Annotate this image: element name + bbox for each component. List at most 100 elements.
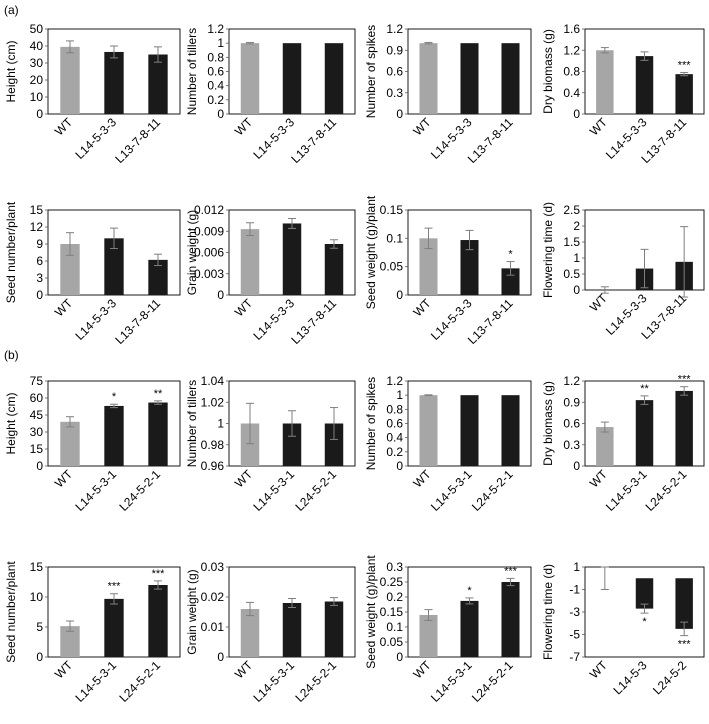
- y-tick-label: 0.4: [386, 431, 403, 445]
- x-tick-label: WT: [52, 296, 76, 320]
- y-tick-label: 1.2: [563, 43, 580, 57]
- x-tick-label: L24-5-2-1: [469, 658, 516, 705]
- x-tick-label: WT: [587, 658, 611, 682]
- y-tick-label: 0.006: [194, 246, 224, 260]
- significance-marker: ***: [108, 581, 122, 593]
- y-axis-label: Seed number/plant: [4, 561, 18, 663]
- x-tick-label: L14-5-3: [610, 658, 649, 697]
- y-tick-label: 0.6: [386, 417, 403, 431]
- x-tick-label: L13-7-8-11: [112, 115, 163, 166]
- x-tick-label: L13-7-8-11: [288, 115, 339, 166]
- y-axis-label: Height (cm): [4, 392, 18, 454]
- bar-L24-5-2: [675, 578, 693, 629]
- x-tick-label: L24-5-2: [650, 658, 689, 697]
- bar-WT: [419, 615, 438, 657]
- y-tick-label: 0.3: [386, 86, 403, 100]
- x-tick-label: WT: [232, 296, 256, 320]
- bar-WT: [596, 50, 614, 114]
- y-tick-label: 0.03: [201, 560, 225, 574]
- y-tick-label: 1.2: [207, 22, 224, 36]
- chart-b4: 0 0.3 0.6 0.9 1.2 Dry biomass (g) WT ** L14-5-3-…: [541, 374, 705, 514]
- y-tick-label: 40: [30, 39, 44, 53]
- y-tick-label: 15: [30, 203, 44, 217]
- bar-WT: [240, 423, 260, 466]
- x-tick-label: L24-5-2-1: [292, 467, 339, 514]
- bar-WT: [419, 43, 438, 114]
- x-tick-label: WT: [52, 658, 76, 682]
- x-tick-label: L13-7-8-11: [112, 296, 163, 347]
- y-tick-label: 0.6: [563, 417, 580, 431]
- y-tick-label: 0.8: [207, 50, 224, 64]
- y-tick-label: -5: [569, 628, 580, 642]
- significance-marker: *: [112, 391, 117, 403]
- bar-L14-5-3-1: [282, 603, 302, 657]
- y-tick-label: 0.1: [386, 231, 403, 245]
- section-label-b: (b): [4, 348, 19, 362]
- y-tick-label: 2.5: [563, 203, 580, 217]
- y-axis-label: Flowering time (d): [541, 564, 555, 660]
- x-tick-label: L14-5-3-1: [250, 658, 297, 705]
- y-tick-label: 10: [30, 90, 44, 104]
- y-tick-label: 0: [217, 107, 224, 121]
- x-tick-label: L24-5-2-1: [292, 658, 339, 705]
- significance-marker: *: [642, 616, 647, 628]
- y-tick-label: 50: [30, 22, 44, 36]
- bar-L14-5-3-1: [460, 600, 479, 657]
- x-tick-label: L14-5-3-1: [428, 467, 475, 514]
- y-tick-label: 0: [36, 459, 43, 473]
- bar-L14-5-3-1: [104, 598, 124, 657]
- chart-b3: 00.20.40.60.811.2 Number of spikes WTL14-5…: [364, 374, 532, 514]
- x-tick-label: L14-5-3-1: [72, 658, 119, 705]
- y-axis-label: Grain weight (g): [185, 210, 199, 295]
- y-tick-label: 1.5: [563, 235, 580, 249]
- y-tick-label: 0: [573, 459, 580, 473]
- bar-L13-7-8-11: [501, 268, 520, 295]
- bar-L24-5-2-1: [675, 390, 693, 466]
- x-tick-label: L14-5-3-1: [72, 467, 119, 514]
- y-tick-label: 5: [36, 620, 43, 634]
- y-tick-label: 0.25: [380, 575, 404, 589]
- x-tick-label: L24-5-2-1: [469, 467, 516, 514]
- y-tick-label: 0.1: [386, 620, 403, 634]
- x-tick-label: L14-5-3-1: [603, 467, 650, 514]
- bar-L24-5-2-1: [148, 585, 168, 657]
- bar-L14-5-3-3: [635, 56, 654, 114]
- y-tick-label: 0.6: [386, 65, 403, 79]
- y-tick-label: 0.5: [563, 267, 580, 281]
- y-tick-label: 0.2: [386, 590, 403, 604]
- y-tick-label: 0: [573, 107, 580, 121]
- bar-L14-5-3-1: [635, 400, 654, 466]
- y-tick-label: 1.2: [563, 374, 580, 388]
- y-tick-label: 1: [217, 36, 224, 50]
- y-tick-label: 0.6: [207, 65, 224, 79]
- x-tick-label: L24-5-2-1: [643, 467, 690, 514]
- y-tick-label: 0: [36, 107, 43, 121]
- x-tick-label: WT: [587, 467, 611, 491]
- y-tick-label: 15: [30, 442, 44, 456]
- y-tick-label: 0.009: [194, 224, 224, 238]
- y-tick-label: -3: [569, 605, 580, 619]
- y-tick-label: 1: [217, 417, 224, 431]
- x-tick-label: WT: [411, 296, 435, 320]
- bar-L13-7-8-11: [675, 74, 693, 114]
- y-tick-label: 15: [30, 560, 44, 574]
- y-tick-label: 0: [36, 288, 43, 302]
- x-tick-label: WT: [232, 658, 256, 682]
- y-tick-label: 1: [573, 560, 580, 574]
- y-tick-label: 1.2: [386, 22, 403, 36]
- y-tick-label: 1.6: [563, 22, 580, 36]
- y-axis-label: Seed weight (g)/plant: [364, 555, 378, 669]
- x-tick-label: WT: [232, 467, 256, 491]
- bar-L13-7-8-11: [324, 43, 344, 114]
- bar-L24-5-2-1: [501, 582, 520, 657]
- y-tick-label: 0.4: [563, 86, 580, 100]
- significance-marker: **: [154, 388, 163, 400]
- x-tick-label: WT: [587, 115, 611, 139]
- y-tick-label: 3: [36, 271, 43, 285]
